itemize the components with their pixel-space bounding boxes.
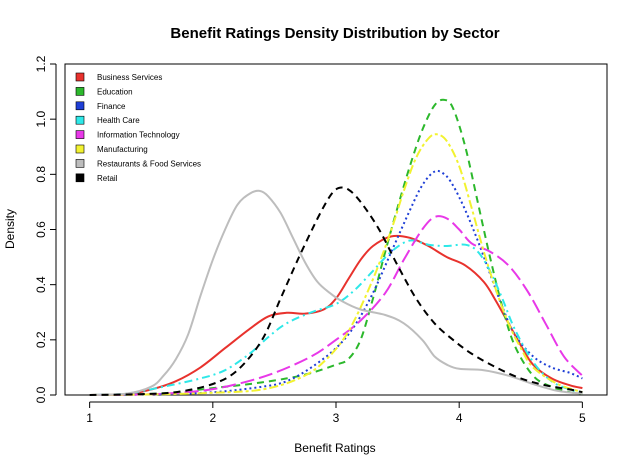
series-line-5 [89,133,583,396]
legend-label: Information Technology [97,131,180,140]
legend-label: Retail [97,174,118,183]
y-tick-label: 0.2 [34,331,48,348]
legend-label: Business Services [97,73,162,82]
x-tick-label: 1 [86,411,93,425]
legend-swatch [75,130,85,139]
legend-swatch [75,101,85,111]
series-line-3 [89,239,583,396]
chart-title: Benefit Ratings Density Distribution by … [170,25,499,42]
x-axis: 1 2 3 4 5 [86,401,586,425]
y-tick-label: 0.6 [34,221,48,238]
series-line-6 [89,189,583,396]
series-layer [89,98,584,396]
y-tick-label: 0.0 [34,386,48,403]
legend-label: Education [97,87,133,96]
x-tick-label: 2 [209,411,216,425]
y-tick-label: 1.0 [34,111,48,128]
series-line-4 [89,215,584,396]
legend-label: Manufacturing [97,145,148,154]
series-line-0 [89,234,583,396]
legend-label: Restaurants & Food Services [97,159,201,168]
legend-swatch [75,144,85,154]
legend-swatch [75,87,85,96]
series-line-2 [89,169,583,396]
y-tick-label: 0.4 [34,276,48,293]
series-line-1 [89,98,583,396]
y-tick-label: 1.2 [34,55,48,72]
series-line-7 [89,186,583,396]
y-axis-label: Density [3,209,17,249]
legend-label: Finance [97,102,126,111]
legend-swatch [75,115,85,125]
legend: Business Services Education Finance Health … [75,72,201,183]
x-tick-label: 4 [456,411,463,425]
plot-frame [64,63,608,396]
legend-label: Health Care [97,116,140,125]
x-axis-label: Benefit Ratings [294,441,375,455]
legend-swatch [75,173,85,183]
y-tick-label: 0.8 [34,166,48,183]
legend-swatch [75,72,85,82]
x-tick-label: 3 [333,411,340,425]
legend-swatch [75,159,85,168]
y-axis: 0.0 0.2 0.4 0.6 0.8 1.0 1.2 [34,55,57,403]
x-tick-label: 5 [579,411,586,425]
